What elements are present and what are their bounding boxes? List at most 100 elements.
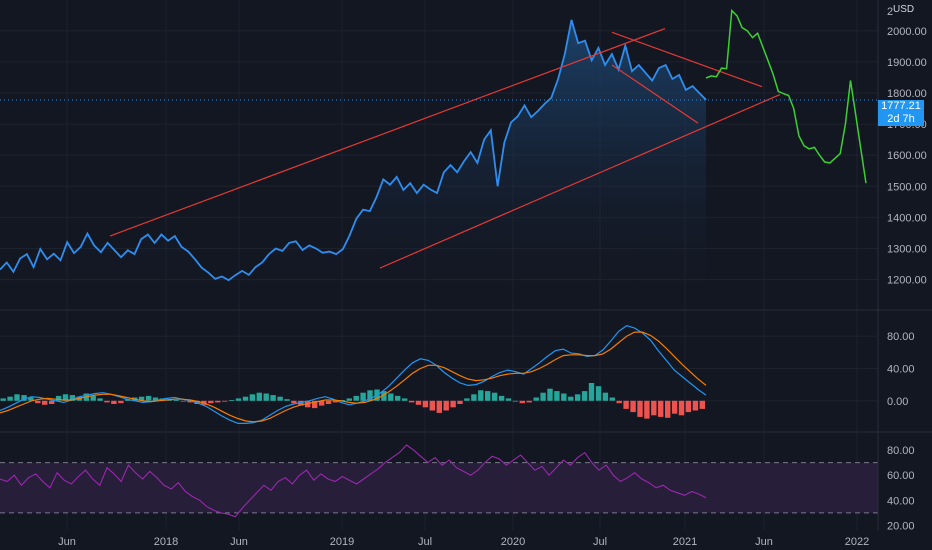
macd-tick-label: 0.00: [887, 396, 908, 408]
y-tick-label: 1600.00: [887, 150, 927, 162]
x-tick-label: Jul: [418, 536, 432, 548]
macd-histogram-bar: [118, 400, 124, 404]
macd-histogram-bar: [471, 394, 477, 401]
macd-histogram-bar: [678, 400, 685, 416]
y-tick-label: 1400.00: [887, 212, 927, 224]
currency-label[interactable]: USD: [893, 4, 915, 15]
macd-histogram-bar: [138, 396, 145, 401]
macd-histogram-bar: [464, 398, 470, 401]
macd-histogram-bar: [14, 394, 20, 401]
last-price-tag: 1777.21: [878, 100, 924, 113]
macd-histogram-bar: [408, 400, 415, 403]
macd-histogram-bar: [415, 400, 422, 405]
macd-histogram-bar: [291, 400, 297, 404]
rsi-tick-label: 60.00: [887, 470, 915, 482]
macd-histogram-bar: [42, 400, 48, 405]
macd-histogram-bar: [692, 400, 699, 411]
channel-line: [379, 93, 781, 269]
y-tick-label: 1200.00: [887, 275, 927, 287]
macd-histogram-bar: [90, 395, 96, 401]
y-tick-label: 1900.00: [887, 57, 927, 69]
y-tick-label-top: 2: [887, 6, 893, 18]
macd-histogram-bar: [360, 392, 366, 401]
macd-histogram-bar: [173, 400, 179, 401]
macd-histogram-bar: [97, 398, 103, 401]
macd-histogram-bar: [353, 395, 359, 401]
macd-histogram-bar: [339, 400, 346, 401]
macd-histogram-bar: [222, 400, 228, 402]
macd-histogram-bar: [332, 400, 339, 403]
x-tick-label: 2021: [673, 536, 697, 548]
x-tick-label: 2018: [154, 536, 178, 548]
macd-histogram-bar: [651, 400, 657, 416]
macd-histogram-bar: [616, 400, 622, 404]
macd-tick-label: 40.00: [887, 363, 915, 375]
price-area-fill: [0, 19, 706, 311]
y-tick-label: 1300.00: [887, 243, 927, 255]
macd-histogram-bar: [637, 400, 643, 417]
macd-histogram-bar: [111, 400, 117, 404]
macd-histogram-bar: [581, 391, 588, 401]
macd-histogram-bar: [671, 400, 678, 414]
macd-histogram-bar: [491, 392, 498, 401]
macd-histogram-bar: [7, 396, 13, 401]
macd-histogram-bar: [561, 393, 567, 401]
macd-histogram-bar: [228, 400, 235, 401]
macd-histogram-bar: [277, 396, 283, 401]
x-tick-label: 2020: [501, 536, 525, 548]
channel-line: [611, 31, 763, 88]
macd-histogram-bar: [249, 394, 256, 401]
signal-line: [0, 331, 707, 423]
macd-histogram-bar: [554, 391, 560, 401]
macd-histogram-bar: [125, 399, 131, 401]
macd-histogram-bar: [346, 398, 352, 401]
macd-histogram-bar: [395, 395, 401, 401]
macd-histogram-bar: [263, 393, 269, 401]
x-tick-label: 2019: [330, 536, 354, 548]
rsi-line: [0, 444, 707, 518]
macd-histogram-bar: [443, 400, 449, 411]
macd-histogram-bar: [644, 400, 650, 419]
macd-histogram-bar: [602, 392, 609, 401]
macd-histogram-bar: [436, 400, 442, 413]
macd-histogram-bar: [21, 395, 27, 401]
macd-histogram-bar: [187, 400, 193, 403]
macd-histogram-bar: [498, 395, 505, 401]
y-tick-label: 1800.00: [887, 88, 927, 100]
macd-histogram-bar: [256, 392, 262, 401]
macd-histogram-bar: [55, 395, 62, 401]
macd-histogram-bar: [367, 390, 373, 401]
x-tick-label: 2022: [845, 536, 869, 548]
macd-histogram-bar: [69, 395, 76, 401]
macd-histogram-bar: [568, 396, 574, 401]
macd-histogram-bar: [180, 400, 186, 402]
macd-histogram-bar: [665, 400, 671, 418]
macd-histogram-bar: [235, 398, 242, 401]
macd-histogram-bar: [450, 400, 456, 408]
macd-histogram-bar: [104, 400, 110, 403]
macd-histogram-bar: [422, 400, 429, 408]
rsi-tick-label: 20.00: [887, 520, 915, 532]
macd-histogram-bar: [519, 400, 525, 404]
macd-histogram-bar: [505, 398, 512, 401]
macd-histogram-bar: [381, 391, 387, 401]
macd-histogram-bar: [609, 397, 615, 401]
macd-histogram-bar: [575, 394, 581, 401]
y-tick-label: 2000.00: [887, 26, 927, 38]
macd-histogram-bar: [478, 390, 484, 401]
macd-histogram-bar: [485, 391, 491, 401]
macd-histogram-bar: [512, 400, 519, 402]
macd-histogram-bar: [685, 400, 692, 413]
macd-histogram-bar: [284, 399, 290, 401]
price-line: [0, 19, 707, 282]
countdown-tag: 2d 7h: [878, 113, 924, 126]
rsi-tick-label: 40.00: [887, 495, 915, 507]
x-tick-label: Jun: [58, 536, 76, 548]
macd-histogram-bar: [242, 396, 249, 401]
macd-histogram-bar: [658, 400, 664, 417]
x-tick-label: Jun: [755, 536, 773, 548]
macd-histogram-bar: [540, 392, 546, 401]
macd-tick-label: 80.00: [887, 331, 915, 343]
macd-histogram-bar: [215, 400, 221, 403]
